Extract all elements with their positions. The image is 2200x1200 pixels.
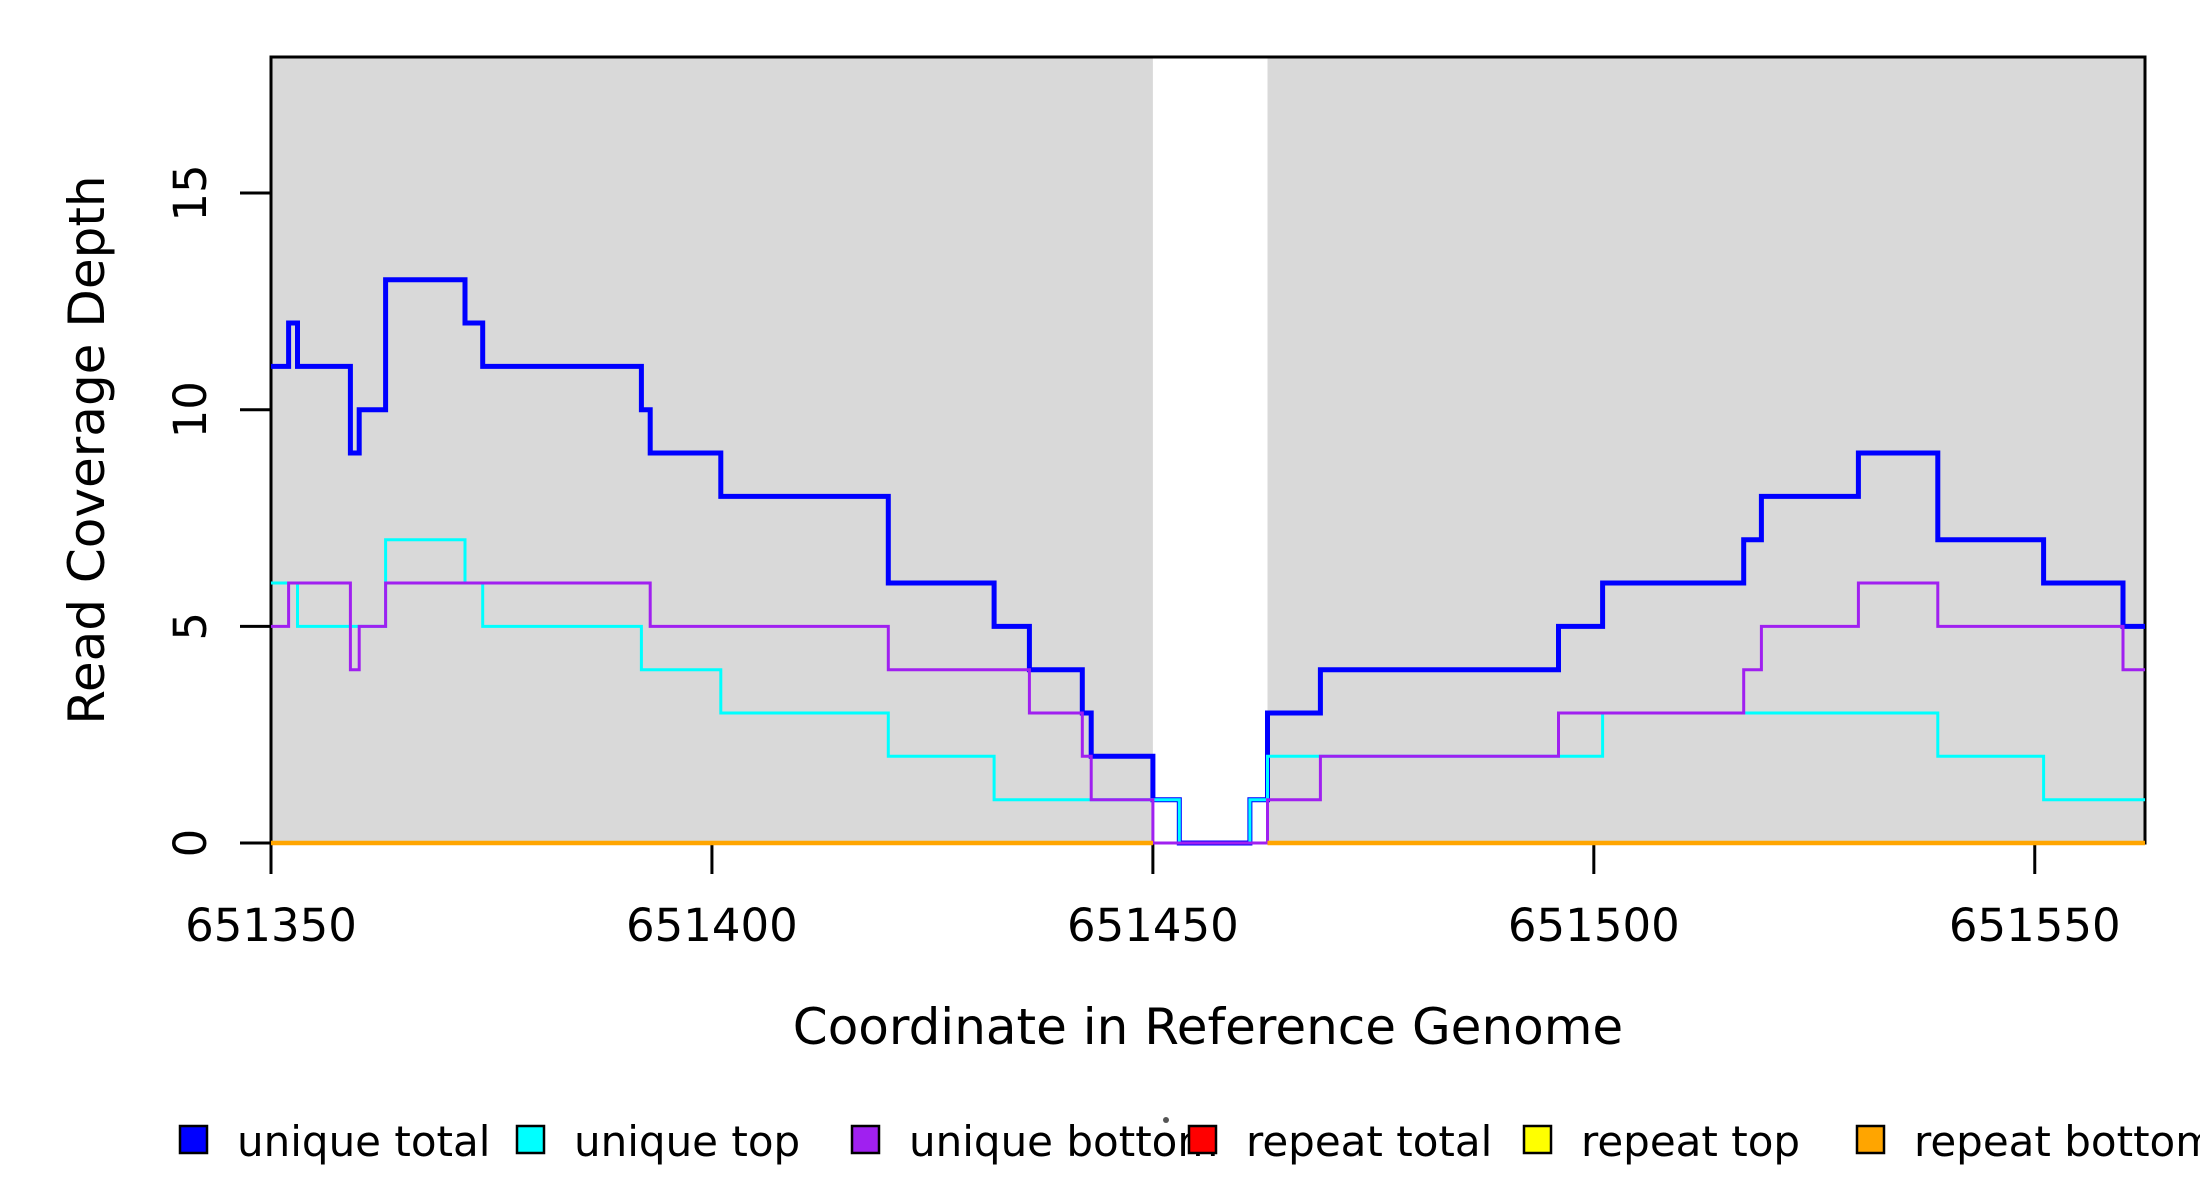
repeat-region-shading [271,57,2145,843]
legend-label: repeat total [1246,1117,1492,1166]
legend-swatch-unique-bottom [850,1124,881,1155]
repeat-region [271,57,1153,843]
legend-item-unique-bottom: unique bottom [850,1117,1218,1166]
series-step-lines [271,277,2145,846]
legend-item-repeat-bottom: repeat bottom [1855,1117,2200,1166]
stray-dot-artifact [1163,1117,1169,1123]
legend-swatch-unique-total [178,1124,209,1155]
legend-item-repeat-total: repeat total [1187,1117,1492,1166]
legend-item-repeat-top: repeat top [1522,1117,1800,1166]
y-axis-title: Read Coverage Depth [58,175,116,724]
axis-tick-labels: 651350 651400 651450 651500 651550 0 5 10 15 [164,164,2121,952]
legend-item-unique-top: unique top [515,1117,800,1166]
series-unique-bottom [271,581,2145,845]
legend: unique total unique top unique bottom repea… [178,1117,2200,1166]
legend-swatch-repeat-top [1522,1124,1553,1155]
y-tick-label: 15 [164,164,217,221]
y-tick-label: 10 [164,381,217,438]
x-tick-label: 651450 [1067,899,1239,952]
legend-label: unique total [237,1117,490,1166]
legend-item-unique-total: unique total [178,1117,490,1166]
repeat-region [1267,57,2145,843]
legend-label: unique top [574,1117,800,1166]
x-tick-label: 651400 [626,899,798,952]
legend-swatch-unique-top [515,1124,546,1155]
x-tick-label: 651550 [1949,899,2121,952]
x-tick-label: 651350 [185,899,357,952]
y-tick-label: 5 [164,612,217,641]
x-tick-label: 651500 [1508,899,1680,952]
y-tick-label: 0 [164,829,217,858]
legend-label: repeat bottom [1914,1117,2200,1166]
x-axis-title: Coordinate in Reference Genome [793,998,1623,1056]
legend-swatch-repeat-total [1187,1124,1218,1155]
legend-swatch-repeat-bottom [1855,1124,1886,1155]
legend-label: repeat top [1581,1117,1800,1166]
series-unique-total [271,277,2145,846]
legend-label: unique bottom [909,1117,1218,1166]
